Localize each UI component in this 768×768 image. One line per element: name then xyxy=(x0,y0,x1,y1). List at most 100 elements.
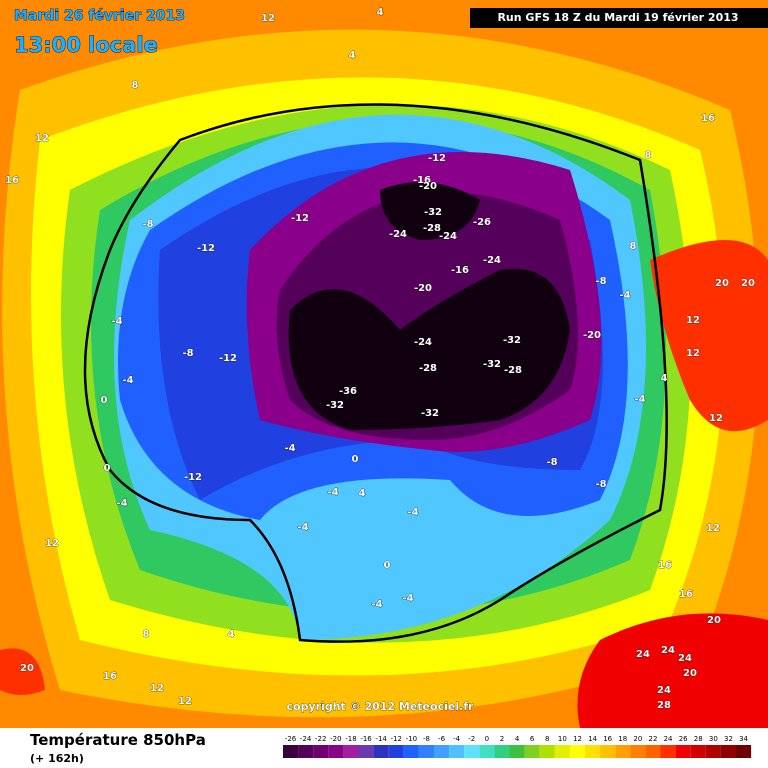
scale-label: -12 xyxy=(391,735,402,743)
scale-swatch xyxy=(509,745,525,758)
scale-swatch xyxy=(645,745,661,758)
map-label: -4 xyxy=(407,507,418,518)
map-label: -20 xyxy=(414,283,432,294)
map-label: -32 xyxy=(483,359,501,370)
map-label: 24 xyxy=(678,653,692,664)
map-label: -26 xyxy=(473,217,491,228)
scale-swatch xyxy=(434,745,450,758)
forecast-date: Mardi 26 février 2013 xyxy=(14,8,185,24)
scale-label: 28 xyxy=(694,735,703,743)
map-label: 28 xyxy=(657,700,671,711)
map-label: -32 xyxy=(421,408,439,419)
map-label: -12 xyxy=(428,153,446,164)
map-label: 24 xyxy=(661,645,675,656)
scale-label: 10 xyxy=(558,735,567,743)
map-label: 12 xyxy=(686,315,700,326)
map-label: 4 xyxy=(661,373,668,384)
scale-label: 22 xyxy=(648,735,657,743)
map-label: -24 xyxy=(414,337,432,348)
scale-label: -4 xyxy=(453,735,461,743)
map-label: -8 xyxy=(595,276,606,287)
scale-swatch xyxy=(343,745,359,758)
scale-label: -24 xyxy=(300,735,312,743)
map-label: -20 xyxy=(419,181,437,192)
map-label: -8 xyxy=(142,219,153,230)
map-label: -32 xyxy=(424,207,442,218)
scale-swatch xyxy=(388,745,404,758)
scale-swatch xyxy=(403,745,419,758)
map-label: 12 xyxy=(709,413,723,424)
scale-swatch xyxy=(524,745,540,758)
map-label: -4 xyxy=(297,522,308,533)
scale-label: 14 xyxy=(588,735,597,743)
scale-label: 12 xyxy=(573,735,582,743)
scale-label: -22 xyxy=(315,735,326,743)
temperature-field xyxy=(0,29,768,728)
scale-label: -16 xyxy=(360,735,372,743)
scale-label: 0 xyxy=(485,735,489,743)
map-label: 16 xyxy=(103,671,117,682)
scale-label: -2 xyxy=(468,735,475,743)
map-label: -28 xyxy=(423,223,441,234)
scale-swatch xyxy=(736,745,752,758)
map-label: -32 xyxy=(503,335,521,346)
scale-label: -14 xyxy=(375,735,387,743)
map-label: 12 xyxy=(150,683,164,694)
map-label: 24 xyxy=(636,649,650,660)
map-label: 20 xyxy=(683,668,697,679)
scale-label: 20 xyxy=(633,735,642,743)
map-label: -4 xyxy=(284,443,295,454)
map-label: 16 xyxy=(679,589,693,600)
map-label: -24 xyxy=(389,229,407,240)
scale-label: -10 xyxy=(406,735,417,743)
map-label: -4 xyxy=(327,487,338,498)
run-info: Run GFS 18 Z du Mardi 19 février 2013 xyxy=(497,11,738,24)
map-label: -4 xyxy=(111,316,122,327)
map-label: -4 xyxy=(371,599,382,610)
scale-swatch xyxy=(539,745,555,758)
map-label: 12 xyxy=(686,348,700,359)
map-label: 12 xyxy=(706,523,720,534)
map-label: 20 xyxy=(20,663,34,674)
scale-swatch xyxy=(298,745,314,758)
map-label: 0 xyxy=(101,395,108,406)
map-label: -32 xyxy=(326,400,344,411)
map-label: 16 xyxy=(5,175,19,186)
scale-swatch xyxy=(630,745,646,758)
map-label: -20 xyxy=(583,330,601,341)
map-label: 4 xyxy=(359,488,366,499)
map-label: 12 xyxy=(45,538,59,549)
copyright: copyright © 2012 Meteociel.fr xyxy=(287,700,475,713)
map-label: -4 xyxy=(116,498,127,509)
map-label: -4 xyxy=(402,593,413,604)
scale-swatch xyxy=(675,745,691,758)
map-label: 20 xyxy=(741,278,755,289)
scale-label: 4 xyxy=(515,735,520,743)
map-label: -28 xyxy=(419,363,437,374)
scale-label: 16 xyxy=(603,735,612,743)
map-label: 8 xyxy=(630,241,637,252)
forecast-time: 13:00 locale xyxy=(14,33,158,57)
map-label: 4 xyxy=(349,50,356,61)
footer-lead: (+ 162h) xyxy=(30,752,84,765)
run-box xyxy=(470,8,768,28)
scale-swatch xyxy=(449,745,465,758)
map-label: 12 xyxy=(178,696,192,707)
map-label: -8 xyxy=(546,457,557,468)
map-label: 16 xyxy=(658,560,672,571)
scale-label: 32 xyxy=(724,735,733,743)
map-label: -24 xyxy=(483,255,501,266)
scale-swatch xyxy=(690,745,706,758)
map-label: -8 xyxy=(595,479,606,490)
scale-label: -20 xyxy=(330,735,341,743)
scale-swatch xyxy=(418,745,434,758)
map-label: 12 xyxy=(35,133,49,144)
zero-isotherm xyxy=(83,103,668,643)
scale-label: 26 xyxy=(679,735,688,743)
map-label: 0 xyxy=(104,463,111,474)
map-label: -4 xyxy=(634,394,645,405)
map-label: 8 xyxy=(143,629,150,640)
map-label: -36 xyxy=(339,386,357,397)
map-label: 24 xyxy=(657,685,671,696)
